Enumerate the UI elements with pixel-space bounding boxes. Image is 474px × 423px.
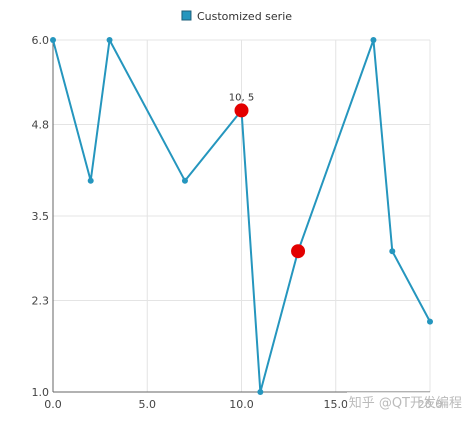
data-point bbox=[370, 37, 377, 43]
data-point bbox=[87, 177, 94, 184]
y-tick-label: 6.0 bbox=[32, 34, 50, 47]
legend[interactable]: Customized serie bbox=[181, 10, 292, 23]
y-tick-label: 1.0 bbox=[32, 386, 50, 399]
data-point bbox=[50, 37, 56, 43]
data-point bbox=[181, 177, 188, 184]
data-point bbox=[427, 318, 433, 325]
series-line bbox=[52, 39, 431, 393]
x-tick-label: 5.0 bbox=[139, 398, 157, 411]
data-point bbox=[389, 248, 396, 255]
y-tick-label: 2.3 bbox=[32, 294, 50, 307]
x-tick-label: 0.0 bbox=[44, 398, 62, 411]
legend-label: Customized serie bbox=[197, 10, 292, 23]
highlighted-point bbox=[291, 244, 306, 259]
legend-swatch[interactable] bbox=[181, 10, 192, 21]
y-tick-label: 4.8 bbox=[32, 118, 50, 131]
x-tick-label: 10.0 bbox=[229, 398, 254, 411]
highlighted-points: 10, 5 bbox=[229, 92, 306, 259]
watermark: 知乎 @QT开发编程 bbox=[346, 392, 464, 411]
point-label: 10, 5 bbox=[229, 92, 254, 103]
x-tick-label: 15.0 bbox=[324, 398, 349, 411]
data-point bbox=[257, 389, 264, 395]
tick-labels: 0.05.010.015.020.01.02.33.54.86.0 bbox=[32, 34, 443, 411]
highlighted-point bbox=[234, 103, 249, 118]
y-tick-label: 3.5 bbox=[32, 210, 50, 223]
data-point bbox=[106, 37, 113, 43]
